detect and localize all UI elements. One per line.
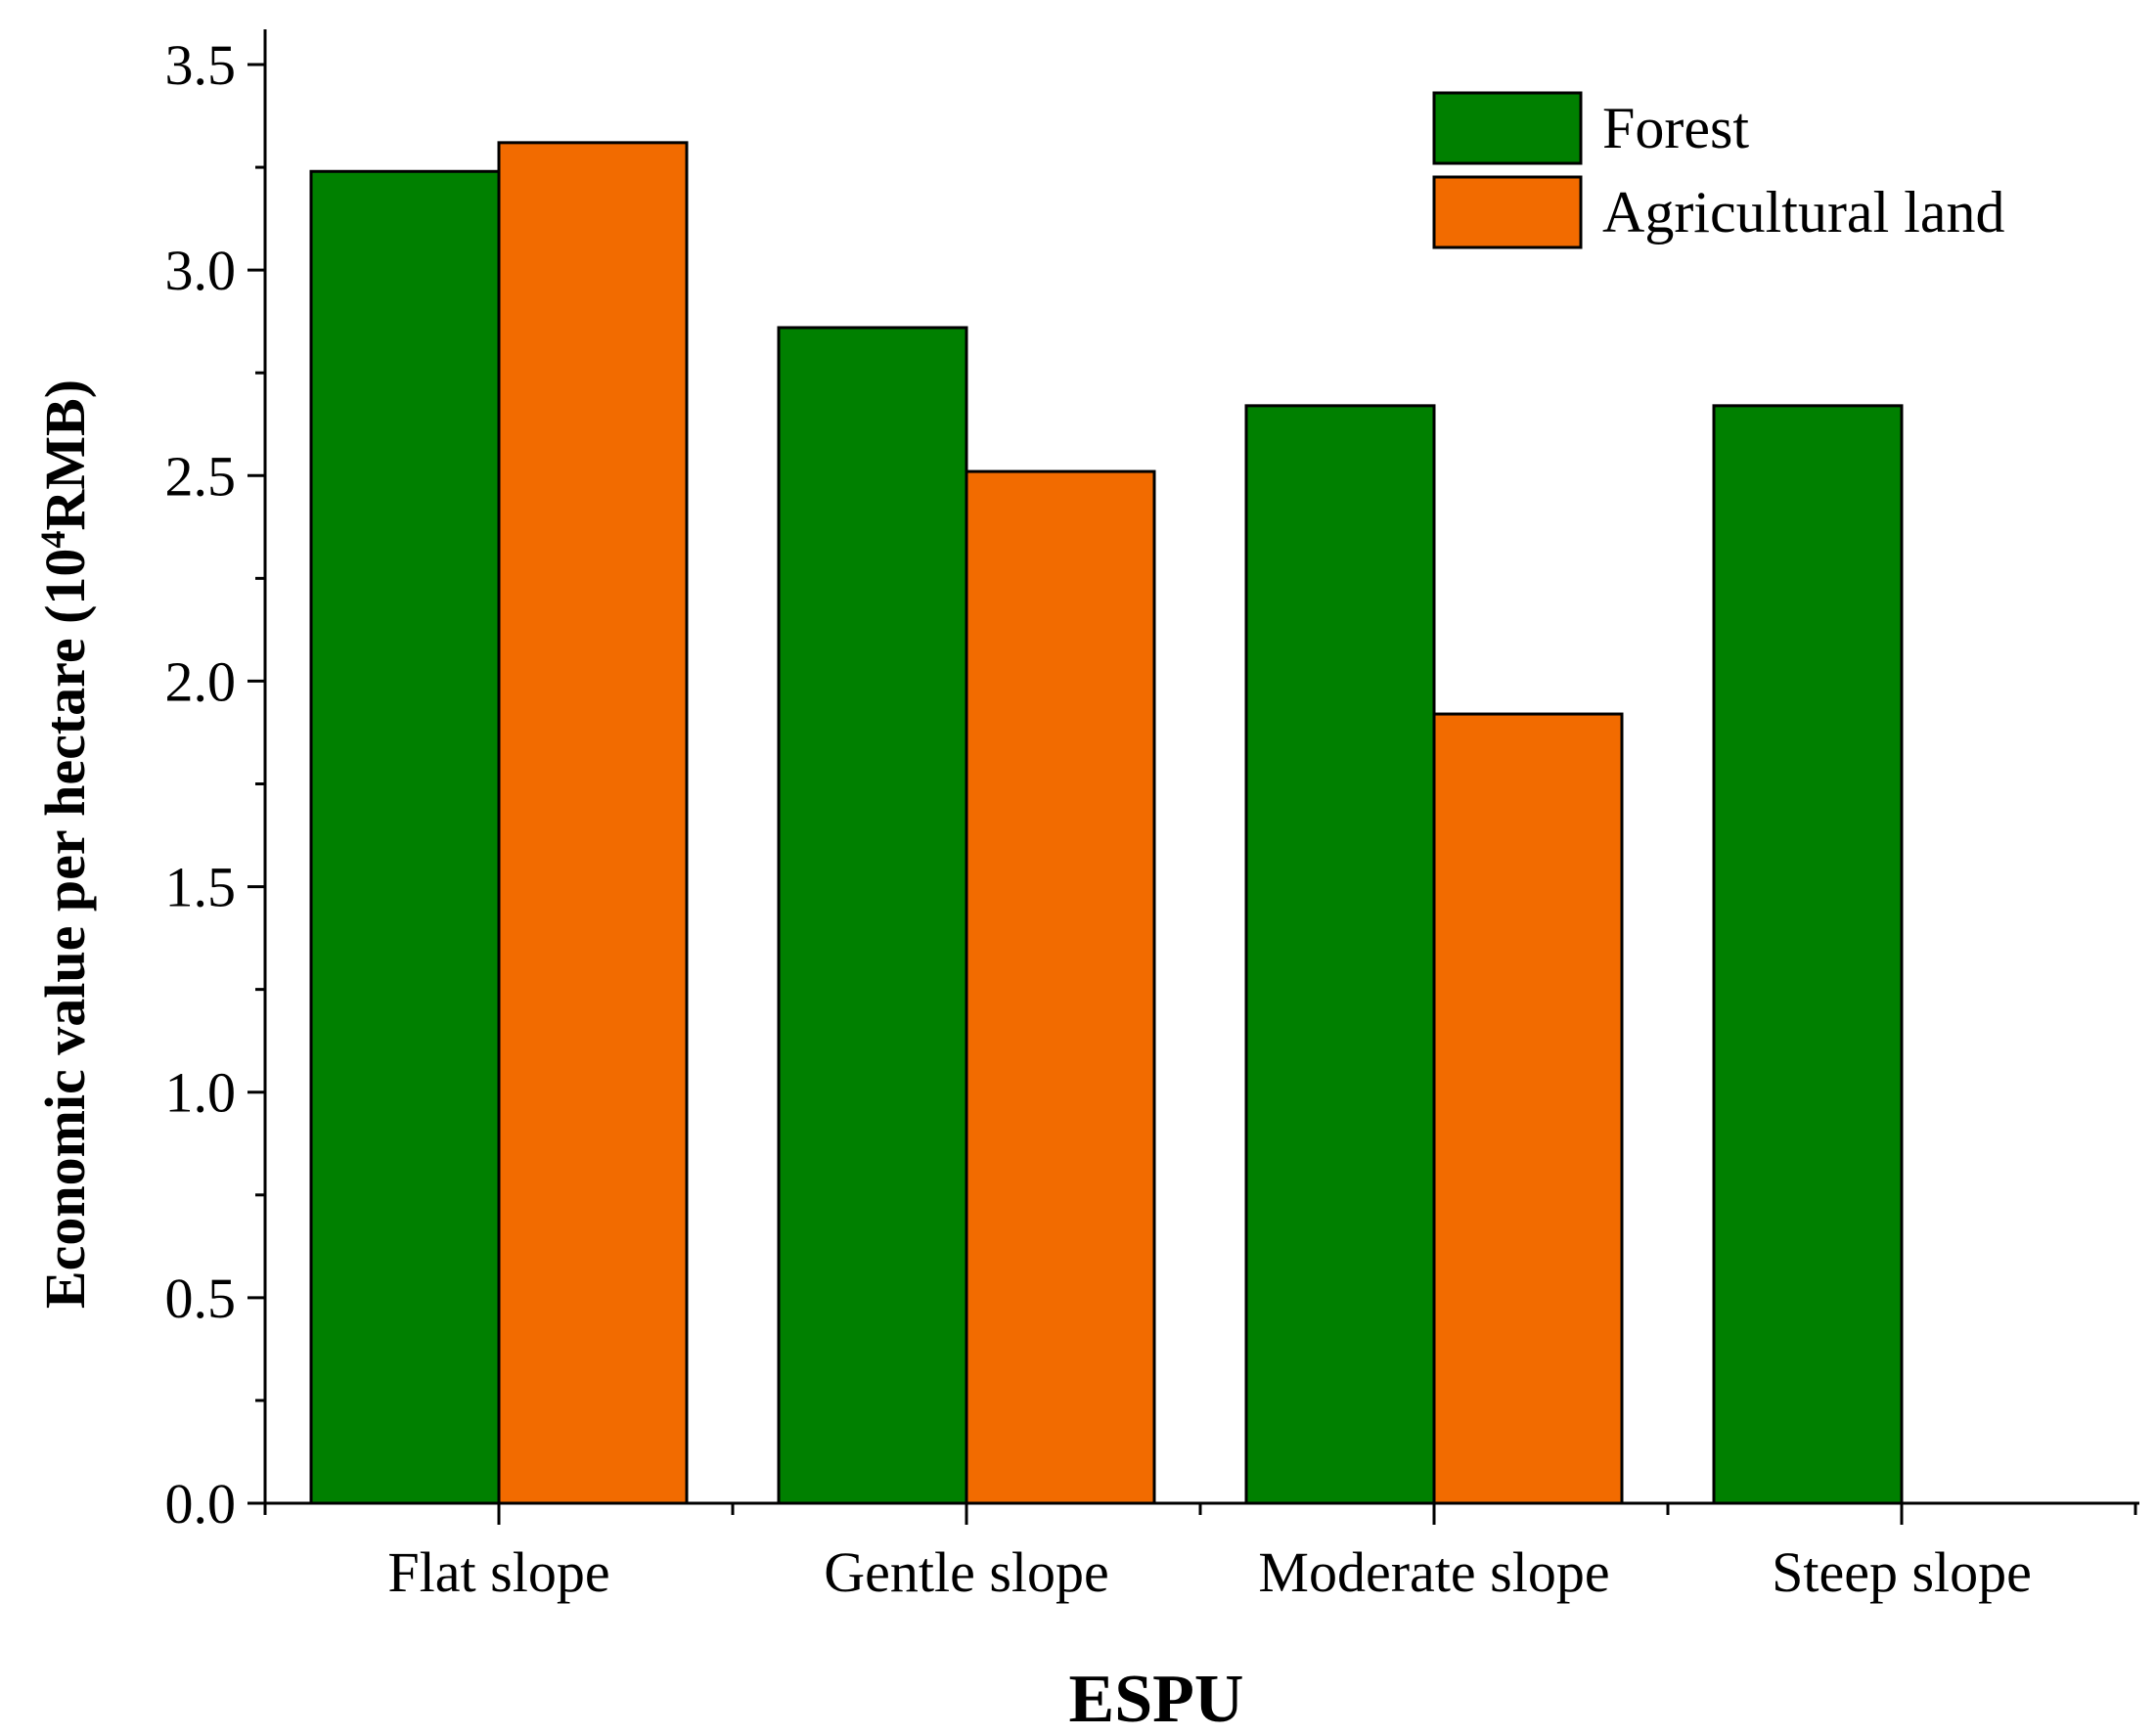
bar-forest-flat-slope: [309, 169, 501, 1505]
x-tick-label-moderate-slope: Moderate slope: [1258, 1540, 1609, 1604]
y-axis-title-superscript: 4: [33, 531, 72, 549]
x-axis-ticks: Flat slope Gentle slope Moderate slope Stee…: [263, 1503, 2137, 1604]
y-tick-label: 1.0: [165, 1061, 237, 1125]
x-tick-label-steep-slope: Steep slope: [1772, 1540, 2032, 1604]
bar-agricultural-land-gentle-slope: [965, 469, 1156, 1505]
x-tick-label-gentle-slope: Gentle slope: [824, 1540, 1109, 1604]
bar-forest-gentle-slope: [777, 326, 968, 1505]
legend-label-agricultural-land: Agricultural land: [1602, 180, 2005, 245]
x-axis-title: ESPU: [1069, 1662, 1244, 1736]
legend-swatch-forest: [1432, 91, 1583, 165]
bar-forest-moderate-slope: [1244, 404, 1436, 1505]
y-tick-label: 1.5: [165, 856, 237, 919]
y-tick-label: 3.5: [165, 33, 237, 97]
bars-layer: [309, 141, 1904, 1505]
y-tick-label: 0.0: [165, 1472, 237, 1536]
bar-agricultural-land-moderate-slope: [1432, 712, 1624, 1505]
legend-swatch-agricultural-land: [1432, 175, 1583, 249]
legend: Forest Agricultural land: [1432, 91, 2005, 249]
x-tick-label-flat-slope: Flat slope: [387, 1540, 609, 1604]
y-axis-title-tail: RMB): [33, 379, 97, 531]
y-tick-label: 3.0: [165, 239, 237, 302]
bar-forest-steep-slope: [1712, 404, 1904, 1505]
y-tick-label: 0.5: [165, 1267, 237, 1330]
y-axis-title: Economic value per hectare (104RMB): [33, 379, 97, 1309]
y-axis-title-main: Economic value per hectare (10: [33, 549, 97, 1309]
legend-label-forest: Forest: [1602, 96, 1749, 160]
y-tick-label: 2.0: [165, 649, 237, 713]
y-tick-label: 2.5: [165, 444, 237, 508]
y-axis-ticks: 0.0 0.5 1.0 1.5 2.0 2.5 3.0 3.5: [165, 33, 265, 1536]
bar-agricultural-land-flat-slope: [497, 141, 689, 1505]
